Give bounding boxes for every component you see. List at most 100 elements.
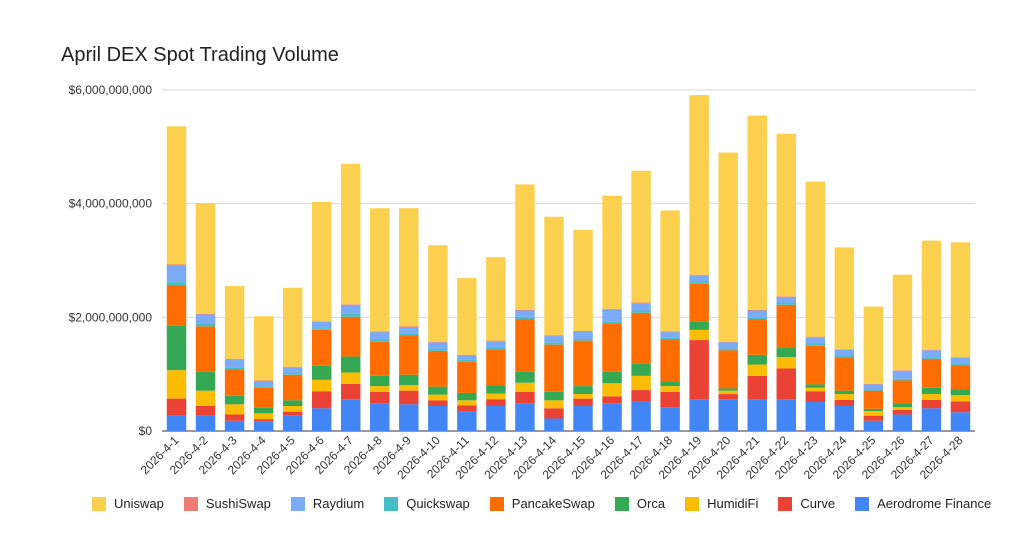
bar-segment-humidifi — [282, 405, 303, 412]
bar-segment-orca — [166, 325, 187, 371]
bar-segment-aerodrome-finance — [834, 405, 855, 431]
bar-segment-humidifi — [921, 394, 942, 400]
bar-segment-aerodrome-finance — [747, 399, 767, 431]
bar-segment-curve — [166, 398, 187, 416]
bar-segment-aerodrome-finance — [863, 420, 884, 431]
bar-segment-aerodrome-finance — [805, 402, 826, 431]
bar-segment-orca — [660, 381, 680, 387]
bar-segment-pancakeswap — [863, 390, 884, 409]
bar-segment-humidifi — [341, 372, 361, 384]
bar-segment-raydium — [486, 341, 506, 348]
bar-segment-humidifi — [863, 411, 884, 416]
bar-segment-quickswap — [573, 338, 593, 341]
bar-segment-curve — [370, 391, 390, 404]
bar-segment-raydium — [399, 326, 419, 334]
bar-segment-sushiswap — [282, 366, 303, 368]
bar-segment-uniswap — [166, 126, 187, 265]
bar-segment-sushiswap — [195, 313, 216, 315]
bar-segment-pancakeswap — [195, 326, 216, 372]
bar-segment-aerodrome-finance — [311, 408, 332, 431]
bar-segment-quickswap — [863, 389, 884, 391]
bar-segment-sushiswap — [544, 335, 564, 337]
bar-segment-raydium — [457, 355, 477, 360]
bar-segment-raydium — [166, 265, 187, 283]
bar-segment-quickswap — [399, 333, 419, 336]
bar-segment-pancakeswap — [311, 329, 332, 366]
bar-segment-orca — [224, 395, 245, 405]
bar-segment-uniswap — [892, 274, 913, 371]
bar-segment-raydium — [950, 357, 971, 364]
bar-segment-sushiswap — [166, 264, 187, 266]
bar-segment-aerodrome-finance — [282, 415, 303, 431]
bar-segment-orca — [631, 363, 651, 376]
bar-segment-aerodrome-finance — [486, 405, 506, 431]
bar-segment-pancakeswap — [950, 365, 971, 390]
bar-segment-raydium — [805, 337, 826, 344]
bar-segment-sushiswap — [602, 308, 622, 310]
bar-segment-aerodrome-finance — [602, 403, 622, 431]
bar-segment-raydium — [515, 310, 535, 317]
legend-item: Aerodrome Finance — [855, 496, 991, 511]
bar-segment-sushiswap — [370, 331, 390, 333]
bar-segment-uniswap — [282, 287, 303, 367]
bar-segment-quickswap — [776, 302, 796, 305]
bar-segment-sushiswap — [631, 302, 651, 304]
bar-segment-orca — [195, 371, 216, 391]
y-tick-label: $0 — [139, 424, 153, 438]
bar-segment-raydium — [311, 321, 332, 329]
bar-segment-uniswap — [399, 208, 419, 327]
bar-segment-curve — [195, 405, 216, 416]
bar-segment-humidifi — [689, 329, 709, 341]
bar-segment-raydium — [253, 380, 274, 387]
legend-label: Quickswap — [406, 496, 470, 511]
y-tick-label: $6,000,000,000 — [69, 83, 153, 97]
chart-legend: Uniswap SushiSwap Raydium Quickswap PancakeS… — [92, 496, 991, 511]
bar-segment-humidifi — [573, 394, 593, 399]
bar-segment-curve — [921, 399, 942, 409]
bar-segment-orca — [950, 389, 971, 396]
bar-segment-aerodrome-finance — [195, 415, 216, 431]
bar-segment-aerodrome-finance — [544, 418, 564, 431]
bar-segment-sushiswap — [805, 336, 826, 338]
bar-segment-humidifi — [892, 407, 913, 410]
bar-segment-raydium — [631, 303, 651, 311]
bar-segment-humidifi — [311, 379, 332, 392]
legend-item: Orca — [614, 496, 665, 511]
bar-segment-orca — [747, 354, 767, 365]
bar-segment-orca — [341, 356, 361, 373]
bar-segment-humidifi — [370, 386, 390, 392]
bar-segment-uniswap — [544, 216, 564, 336]
chart-title: April DEX Spot Trading Volume — [61, 44, 339, 66]
bar-segment-uniswap — [195, 203, 216, 314]
bar-segment-sushiswap — [921, 349, 942, 351]
bar-segment-quickswap — [166, 282, 187, 286]
bar-segment-raydium — [892, 370, 913, 379]
bar-segment-raydium — [689, 275, 709, 282]
bar-segment-humidifi — [457, 400, 477, 406]
bar-segment-uniswap — [602, 195, 622, 309]
bar-segment-raydium — [776, 296, 796, 303]
bar-segment-uniswap — [950, 242, 971, 358]
bar-segment-sushiswap — [428, 341, 448, 343]
bar-segment-pancakeswap — [428, 350, 448, 387]
bar-segment-sushiswap — [253, 380, 274, 381]
bar-segment-quickswap — [253, 386, 274, 388]
bar-segment-uniswap — [747, 115, 767, 310]
bar-segment-quickswap — [544, 342, 564, 345]
bar-segment-pancakeswap — [573, 340, 593, 387]
bar-segment-uniswap — [370, 208, 390, 332]
bar-segment-raydium — [747, 310, 767, 318]
bar-segment-raydium — [573, 331, 593, 339]
bar-segment-sushiswap — [892, 370, 913, 371]
legend-label: Raydium — [312, 496, 365, 511]
bar-segment-quickswap — [747, 317, 767, 320]
bar-segment-quickswap — [428, 348, 448, 351]
legend-swatch — [290, 496, 305, 511]
bar-segment-humidifi — [834, 394, 855, 400]
y-tick-label: $2,000,000,000 — [69, 310, 153, 324]
bar-segment-orca — [282, 400, 303, 406]
bar-segment-curve — [544, 408, 564, 419]
bar-segment-orca — [399, 374, 419, 385]
bar-segment-curve — [805, 391, 826, 403]
bar-segment-quickswap — [834, 355, 855, 358]
